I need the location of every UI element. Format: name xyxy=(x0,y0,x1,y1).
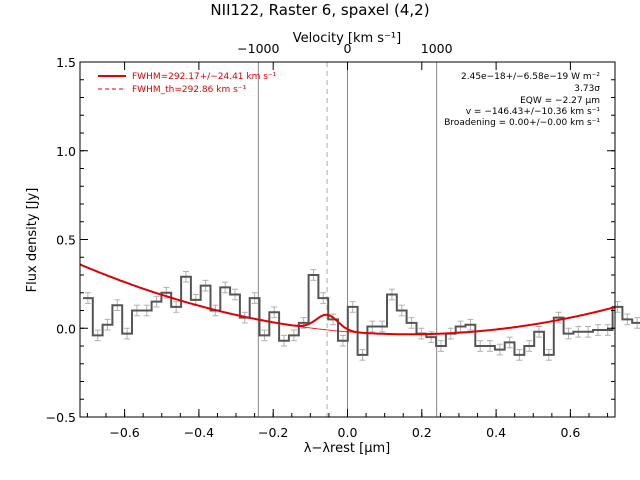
annotation-flux: 2.45e−18+/−6.58e−19 W m⁻² xyxy=(461,72,600,82)
top-tick-label: −1000 xyxy=(237,41,279,56)
axes: −0.6 −0.4 −0.2 0.0 0.2 0.4 0.6 −0.5 0.0 0.5 1.0 1.5… xyxy=(46,41,616,440)
gaussian-fit-line xyxy=(79,263,616,336)
top-tick-label: 1000 xyxy=(421,41,453,56)
chart-title: NII122, Raster 6, spaxel (4,2) xyxy=(210,1,429,19)
x-tick-label: 0.6 xyxy=(560,425,580,440)
y-axis-label: Flux density [Jy] xyxy=(25,188,40,293)
y-tick-label: 1.0 xyxy=(56,144,76,159)
x-axis-label: λ−λrest [μm] xyxy=(304,441,390,456)
top-axis-label: Velocity [km s⁻¹] xyxy=(293,31,401,46)
reference-lines xyxy=(257,62,438,417)
annotation-velocity: v = −146.43+/−10.36 km s⁻¹ xyxy=(466,107,601,117)
x-tick-label: −0.2 xyxy=(258,425,288,440)
x-tick-label: −0.4 xyxy=(184,425,214,440)
x-tick-label: 0.2 xyxy=(412,425,432,440)
x-tick-label: 0.0 xyxy=(338,425,358,440)
legend-label-fwhm: FWHM=292.17+/−24.41 km s⁻¹ xyxy=(132,72,277,82)
legend-label-fwhm-th: FWHM_th=292.86 km s⁻¹ xyxy=(132,85,247,95)
fit-series xyxy=(79,263,616,336)
y-tick-label: 1.5 xyxy=(56,55,76,70)
y-tick-label: 0.5 xyxy=(56,233,76,248)
fit-annotations: 2.45e−18+/−6.58e−19 W m⁻² 3.73σ EQW = −2… xyxy=(444,72,600,128)
top-tick-label: 0 xyxy=(344,41,352,56)
error-bars xyxy=(84,269,640,361)
annotation-eqw: EQW = −2.27 μm xyxy=(520,96,600,106)
x-tick-label: 0.4 xyxy=(486,425,506,440)
x-tick-label: −0.6 xyxy=(109,425,139,440)
legend: FWHM=292.17+/−24.41 km s⁻¹ FWHM_th=292.8… xyxy=(98,72,277,95)
annotation-sigma: 3.73σ xyxy=(574,84,600,94)
annotation-broadening: Broadening = 0.00+/−0.00 km s⁻¹ xyxy=(444,118,600,128)
y-tick-label: −0.5 xyxy=(46,410,76,425)
y-tick-label: 0.0 xyxy=(56,321,76,336)
